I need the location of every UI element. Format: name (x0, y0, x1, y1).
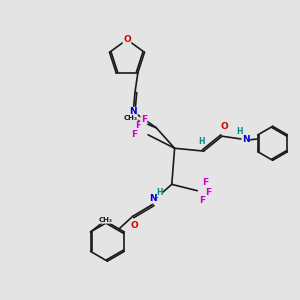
Text: CH₃: CH₃ (99, 217, 113, 223)
Text: F: F (132, 130, 138, 139)
Text: F: F (135, 121, 141, 130)
Text: H: H (236, 127, 243, 136)
Text: CH₃: CH₃ (123, 115, 137, 121)
Text: O: O (130, 221, 138, 230)
Text: O: O (221, 122, 229, 131)
Text: O: O (123, 35, 131, 44)
Text: N: N (129, 107, 137, 116)
Text: F: F (141, 116, 147, 124)
Text: H: H (156, 188, 162, 196)
Text: N: N (242, 135, 250, 144)
Text: F: F (202, 178, 208, 188)
Text: F: F (205, 188, 211, 197)
Text: N: N (149, 194, 157, 203)
Text: H: H (199, 137, 205, 146)
Text: F: F (200, 196, 206, 205)
